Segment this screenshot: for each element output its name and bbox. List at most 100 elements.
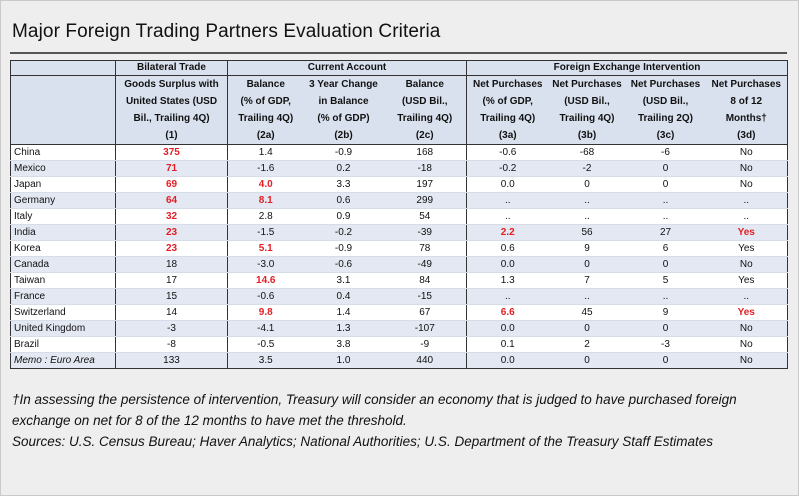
sources-note: Sources: U.S. Census Bureau; Haver Analy… [12, 434, 714, 449]
table-cell: 0 [625, 320, 706, 337]
column-header-line: (% of GDP) [303, 110, 384, 127]
table-cell: 440 [383, 352, 467, 369]
table-row: Taiwan 17 14.6 3.1 84 1.3 7 5 Yes [10, 272, 789, 289]
table-cell: No [705, 336, 789, 353]
table-cell: No [705, 352, 789, 369]
country-name: Canada [10, 256, 116, 273]
table-row: Japan 69 4.0 3.3 197 0.0 0 0 No [10, 176, 789, 193]
table-cell: 0.0 [466, 352, 549, 369]
corner-cell [10, 127, 116, 145]
group-header-row: Bilateral Trade Current Account Foreign … [10, 60, 789, 76]
table-cell: 14 [115, 304, 228, 321]
table-cell: 375 [115, 144, 228, 161]
table-cell: 0 [548, 176, 626, 193]
memo-row: Memo : Euro Area 133 3.5 1.0 440 0.0 0 0 No [10, 352, 789, 369]
table-cell: 3.3 [303, 176, 384, 193]
table-cell: 67 [383, 304, 467, 321]
table-cell: -0.9 [303, 144, 384, 161]
corner-cell [10, 75, 116, 93]
country-name: United Kingdom [10, 320, 116, 337]
page-title: Major Foreign Trading Partners Evaluatio… [12, 21, 441, 42]
table-cell: 9.8 [227, 304, 304, 321]
table-cell: 0.6 [466, 240, 549, 257]
corner-cell [10, 110, 116, 127]
column-header-line: United States (USD [115, 93, 228, 110]
table-cell: 0 [625, 176, 706, 193]
table-cell: 32 [115, 208, 228, 225]
table-cell: .. [625, 208, 706, 225]
table-cell: -0.5 [227, 336, 304, 353]
table-cell: 27 [625, 224, 706, 241]
table-cell: .. [548, 208, 626, 225]
table-cell: 9 [625, 304, 706, 321]
table-cell: 6 [625, 240, 706, 257]
table-cell: 15 [115, 288, 228, 305]
table-cell: 23 [115, 224, 228, 241]
country-name: Memo : Euro Area [10, 352, 116, 369]
column-header-line: Trailing 4Q) [227, 110, 304, 127]
column-header-line: Balance [227, 75, 304, 93]
column-header-row: (1) (2a) (2b) (2c) (3a) (3b) (3c) (3d) [10, 127, 789, 145]
table-cell: 64 [115, 192, 228, 209]
table-cell: 1.4 [227, 144, 304, 161]
table-row: United Kingdom -3 -4.1 1.3 -107 0.0 0 0 No [10, 320, 789, 337]
table-row: Korea 23 5.1 -0.9 78 0.6 9 6 Yes [10, 240, 789, 257]
table-cell: 1.0 [303, 352, 384, 369]
table-cell: -107 [383, 320, 467, 337]
column-header-line: (3c) [625, 127, 706, 145]
table-cell: 69 [115, 176, 228, 193]
table-cell: .. [705, 208, 789, 225]
corner-cell [10, 93, 116, 110]
table-row: Italy 32 2.8 0.9 54........ [10, 208, 789, 225]
notes: †In assessing the persistence of interve… [12, 389, 782, 452]
table-cell: 1.3 [466, 272, 549, 289]
table-row: Switzerland 14 9.8 1.4 67 6.6 45 9 Yes [10, 304, 789, 321]
table-cell: No [705, 176, 789, 193]
column-header-line: (2a) [227, 127, 304, 145]
column-header-line: 3 Year Change [303, 75, 384, 93]
table-cell: 168 [383, 144, 467, 161]
table-cell: .. [625, 192, 706, 209]
group-current-account: Current Account [227, 60, 467, 76]
column-header-line: Trailing 4Q) [383, 110, 467, 127]
table-cell: 0.1 [466, 336, 549, 353]
table-cell: -68 [548, 144, 626, 161]
column-header-line: Months† [705, 110, 789, 127]
table-cell: -1.6 [227, 160, 304, 177]
table-cell: Yes [705, 272, 789, 289]
table-row: Brazil -8 -0.5 3.8 -9 0.1 2 -3 No [10, 336, 789, 353]
country-name: India [10, 224, 116, 241]
table-cell: 23 [115, 240, 228, 257]
table-cell: -6 [625, 144, 706, 161]
column-header-line: Net Purchases [466, 75, 549, 93]
country-name: Korea [10, 240, 116, 257]
table-cell: .. [548, 288, 626, 305]
table-cell: .. [705, 192, 789, 209]
table-row: Germany 64 8.1 0.6 299........ [10, 192, 789, 209]
table-cell: 2 [548, 336, 626, 353]
table-cell: -3.0 [227, 256, 304, 273]
column-header-line: (1) [115, 127, 228, 145]
table-cell: 6.6 [466, 304, 549, 321]
footnote: †In assessing the persistence of interve… [12, 392, 737, 428]
table-cell: 9 [548, 240, 626, 257]
column-header-line: 8 of 12 [705, 93, 789, 110]
table-cell: No [705, 160, 789, 177]
table-cell: 0 [548, 352, 626, 369]
table-cell: 0.0 [466, 320, 549, 337]
column-header-line: Trailing 4Q) [548, 110, 626, 127]
table-cell: 18 [115, 256, 228, 273]
table-cell: -3 [625, 336, 706, 353]
table-cell: 3.5 [227, 352, 304, 369]
column-header-row: United States (USD (% of GDP, in Balance (U… [10, 93, 789, 110]
table-cell: 0 [625, 352, 706, 369]
column-header-line: (2c) [383, 127, 467, 145]
table-cell: -39 [383, 224, 467, 241]
title-divider [10, 52, 787, 54]
table-cell: -4.1 [227, 320, 304, 337]
table-cell: 197 [383, 176, 467, 193]
table-cell: 5 [625, 272, 706, 289]
table-cell: 4.0 [227, 176, 304, 193]
table-cell: 17 [115, 272, 228, 289]
table-cell: 56 [548, 224, 626, 241]
